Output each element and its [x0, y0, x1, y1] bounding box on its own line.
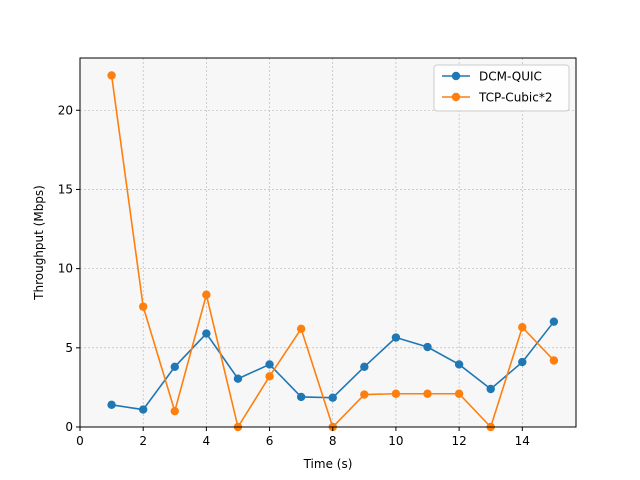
x-tick-label: 10 — [388, 434, 403, 448]
data-point — [138, 302, 148, 311]
y-tick-label: 15 — [58, 182, 73, 196]
y-tick-label: 0 — [65, 420, 73, 434]
x-tick-label: 14 — [515, 434, 530, 448]
legend: DCM-QUIC TCP-Cubic*2 — [433, 64, 570, 112]
y-tick-label: 10 — [58, 262, 73, 276]
data-point — [265, 372, 274, 381]
data-point — [360, 362, 369, 372]
y-tick-label: 20 — [58, 103, 73, 117]
y-tick-label: 5 — [65, 341, 73, 355]
legend-label: TCP-Cubic*2 — [478, 91, 552, 105]
x-tick-label: 6 — [266, 434, 274, 448]
data-point — [170, 406, 179, 416]
data-point — [233, 374, 243, 383]
y-axis-label: Throughput (Mbps) — [32, 185, 46, 301]
y-axis: 0 5 10 15 20 — [58, 103, 80, 434]
legend-item: DCM-QUIC — [442, 70, 542, 84]
data-point — [518, 357, 527, 367]
data-point — [454, 389, 464, 398]
plot-area — [80, 58, 576, 427]
x-tick-label: 12 — [451, 434, 466, 448]
data-point — [202, 290, 211, 299]
series-layer — [107, 71, 559, 432]
x-tick-label: 2 — [139, 434, 147, 448]
legend-item: TCP-Cubic*2 — [442, 91, 552, 105]
data-point — [391, 333, 401, 342]
x-tick-label: 0 — [76, 434, 84, 448]
data-point — [107, 400, 116, 410]
data-point — [328, 393, 337, 402]
data-point — [170, 362, 179, 372]
series-dcm-quic — [107, 317, 559, 414]
legend-marker — [451, 71, 461, 81]
legend-marker — [451, 92, 461, 102]
data-point — [518, 323, 527, 332]
x-axis-label: Time (s) — [303, 457, 353, 471]
data-point — [423, 342, 432, 352]
data-point — [391, 389, 401, 398]
x-tick-label: 4 — [203, 434, 211, 448]
data-point — [265, 360, 274, 369]
x-tick-label: 8 — [329, 434, 337, 448]
x-axis: 0 2 4 6 8 10 12 14 — [76, 427, 530, 448]
data-point — [107, 71, 116, 80]
legend-label: DCM-QUIC — [479, 70, 542, 84]
data-point — [360, 390, 369, 399]
plot-frame — [79, 57, 577, 428]
data-point — [549, 317, 559, 326]
data-point — [296, 324, 306, 334]
series-tcp-cubic-2 — [107, 71, 559, 432]
data-point — [202, 329, 211, 338]
data-point — [296, 392, 306, 402]
data-point — [454, 360, 464, 369]
data-point — [486, 384, 495, 394]
data-point — [138, 405, 148, 414]
data-point — [423, 389, 432, 398]
data-point — [549, 356, 559, 365]
